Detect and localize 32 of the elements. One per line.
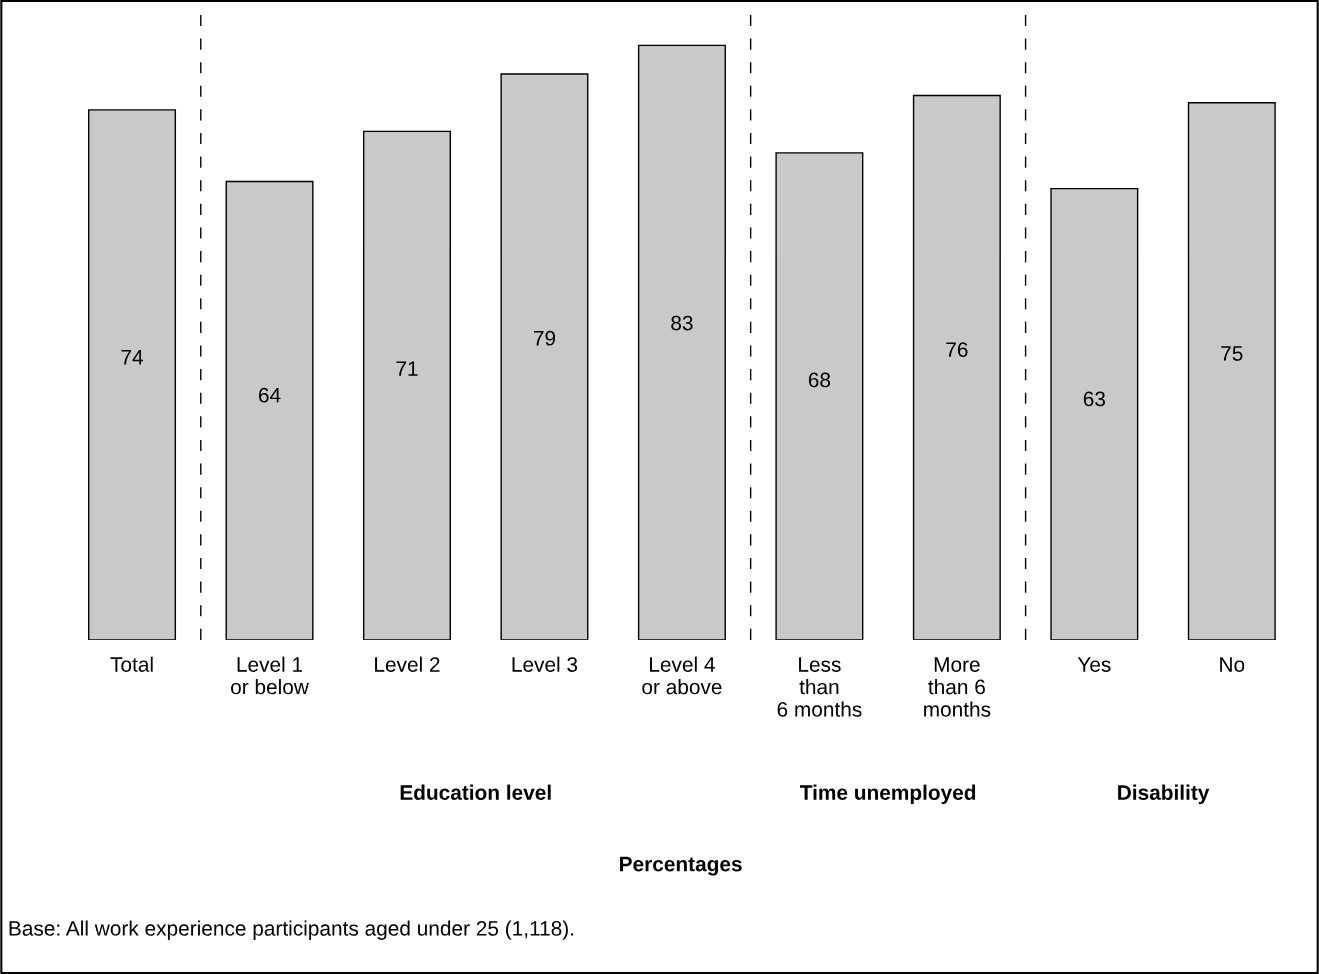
bar: [775, 152, 864, 640]
bar: [1187, 102, 1276, 640]
bar: [88, 109, 177, 640]
x-tick-label: More than 6 months: [924, 657, 991, 717]
x-tick-label: Yes: [1077, 657, 1111, 672]
x-tick-label: Level 1 or below: [231, 656, 309, 695]
data-label: 63: [1083, 391, 1105, 407]
x-tick-label: Less than 6 months: [777, 657, 862, 717]
data-label: 79: [533, 330, 556, 346]
x-tick-label: Level 2: [375, 656, 440, 672]
bar: [362, 130, 451, 640]
data-label: 74: [121, 350, 144, 365]
text: Percentages: [620, 856, 742, 876]
x-tick-label: No: [1220, 657, 1245, 672]
text: Base: All work experience participants aged under 25 (1,118).: [9, 920, 574, 940]
x-tick-label: Total: [110, 656, 153, 672]
text: Disability: [1118, 784, 1210, 805]
data-label: 71: [396, 361, 418, 376]
x-tick-label: Level 4 or above: [642, 656, 722, 695]
data-label: 83: [671, 315, 693, 331]
bar: [500, 73, 589, 640]
data-label: 64: [258, 387, 281, 403]
data-label: 76: [946, 342, 968, 357]
data-label: 68: [808, 372, 831, 388]
bar: [912, 94, 1001, 640]
x-tick-label: Level 3: [512, 656, 578, 672]
text: Education level: [400, 784, 551, 800]
bar: [1050, 187, 1139, 640]
bar: [637, 44, 726, 640]
text: Time unemployed: [799, 784, 976, 805]
data-label: 75: [1221, 346, 1243, 361]
bar: [225, 180, 314, 640]
